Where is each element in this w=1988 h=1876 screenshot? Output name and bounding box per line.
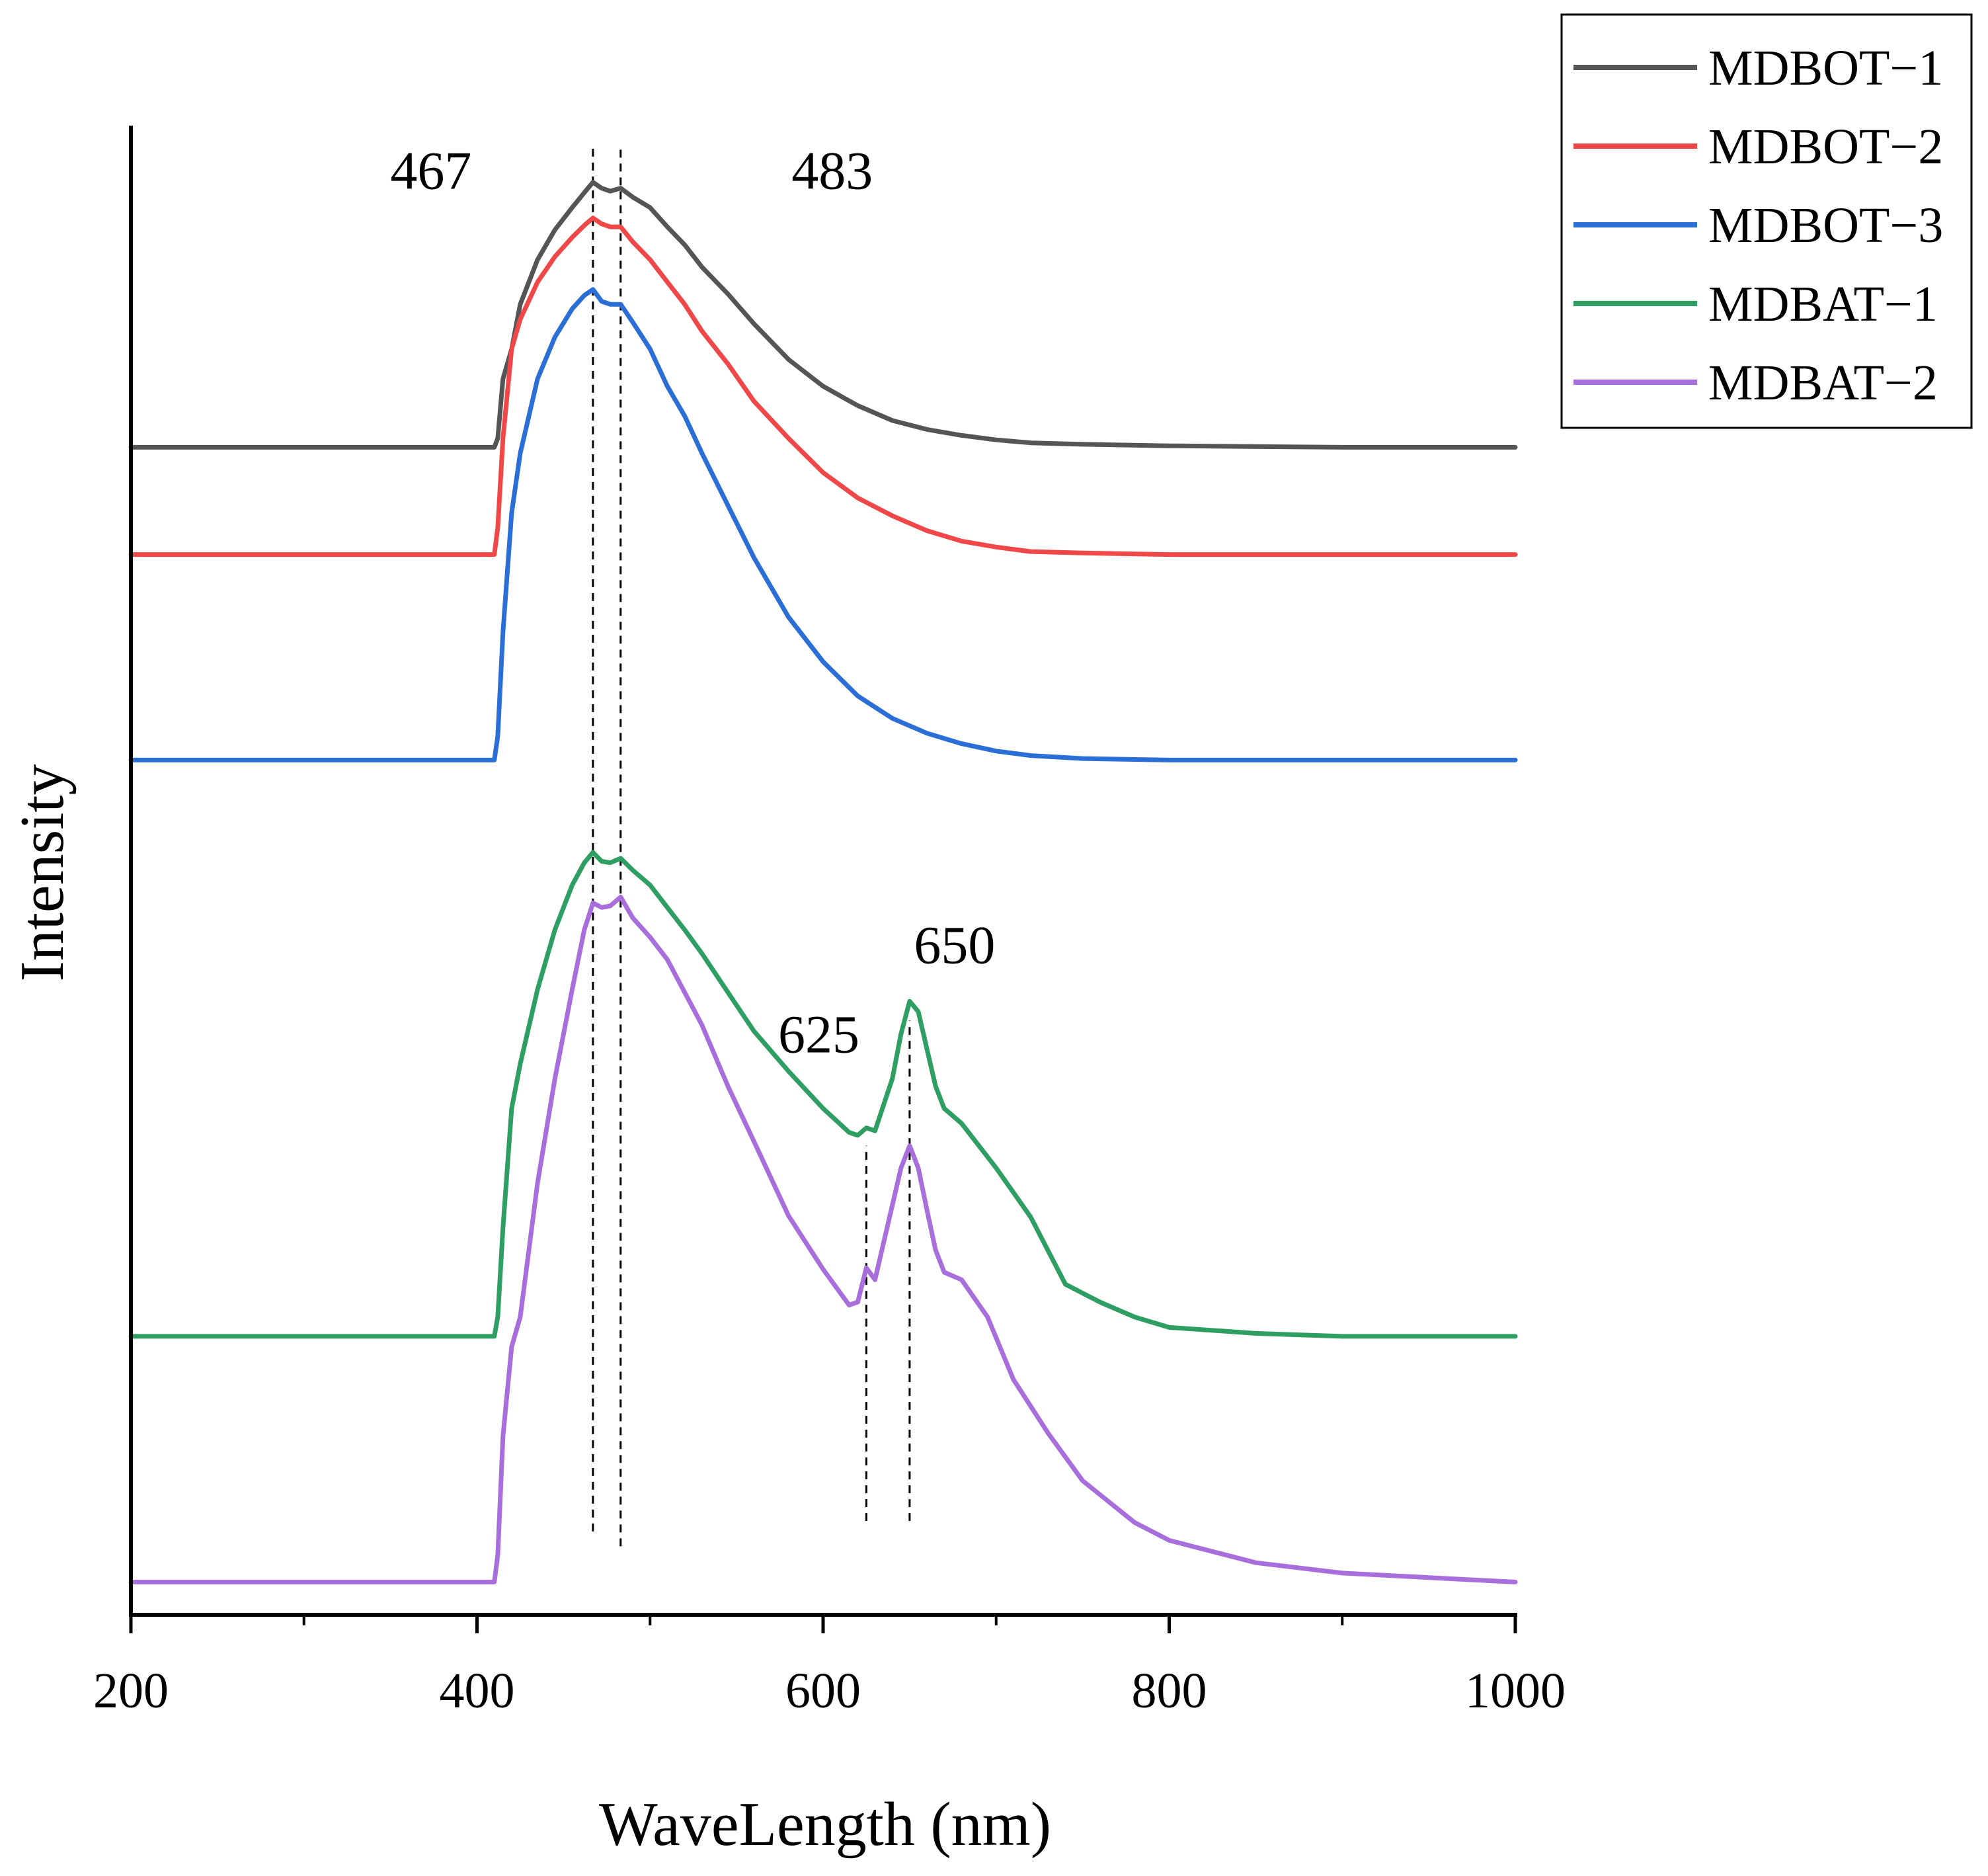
annotation-650: 650 bbox=[914, 915, 995, 975]
reference-lines bbox=[592, 147, 911, 1547]
series-line-4 bbox=[128, 850, 1518, 1339]
legend-label: MDBOT−1 bbox=[1708, 40, 1943, 96]
series-line-1 bbox=[128, 180, 1518, 450]
x-axis-title: WaveLength (nm) bbox=[599, 1790, 1051, 1859]
legend-box bbox=[1560, 13, 1973, 429]
series-line-2 bbox=[128, 216, 1518, 557]
x-tick-label: 200 bbox=[93, 1663, 169, 1719]
x-tick-label: 800 bbox=[1132, 1663, 1207, 1719]
annotation-625: 625 bbox=[778, 1004, 859, 1065]
annotation-483: 483 bbox=[791, 141, 873, 201]
legend-label: MDBAT−2 bbox=[1708, 355, 1938, 411]
annotations: 467 483 625 650 bbox=[390, 141, 995, 1065]
axes: 200 400 600 800 1000 bbox=[93, 126, 1566, 1719]
x-tick-label: 1000 bbox=[1465, 1663, 1566, 1719]
series-line-3 bbox=[128, 287, 1518, 762]
x-tick-label: 400 bbox=[440, 1663, 515, 1719]
legend-label: MDBOT−3 bbox=[1708, 198, 1943, 253]
legend-label: MDBOT−2 bbox=[1708, 119, 1943, 175]
series-lines bbox=[128, 180, 1518, 1584]
y-axis-title: Intensity bbox=[8, 764, 77, 982]
legend: MDBOT−1 MDBOT−2 MDBOT−3 MDBAT−1 MDBAT−2 bbox=[1560, 13, 1973, 429]
x-tick-label: 600 bbox=[785, 1663, 861, 1719]
annotation-467: 467 bbox=[390, 141, 471, 201]
series-line-5 bbox=[128, 895, 1518, 1584]
legend-label: MDBAT−1 bbox=[1708, 276, 1938, 332]
